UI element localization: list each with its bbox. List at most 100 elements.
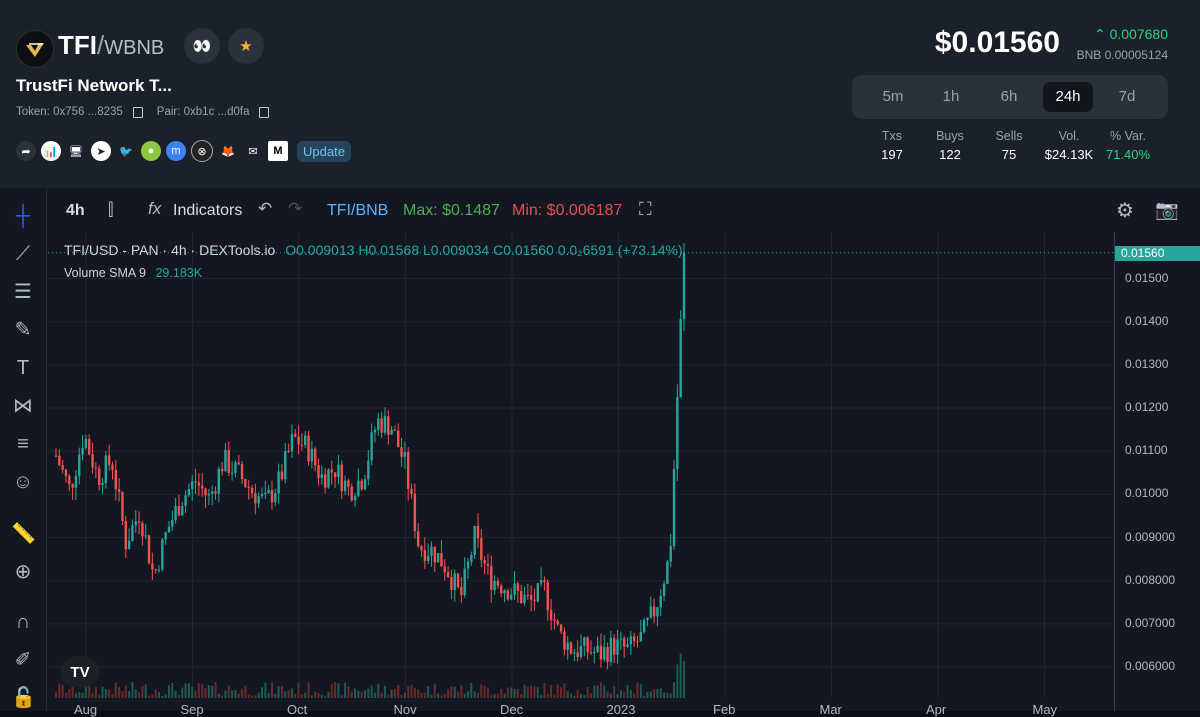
candle-body <box>589 652 593 654</box>
candle-body <box>416 531 420 547</box>
volume-bar <box>88 683 91 698</box>
timeframe-7d[interactable]: 7d <box>1118 88 1136 105</box>
volume-bar <box>251 695 254 698</box>
dapp-icon[interactable]: ⊗ <box>191 140 213 162</box>
zoom-icon[interactable]: ⊕ <box>14 561 32 583</box>
chart-legend: TFI/USD - PAN · 4h · DEXTools.io O0.0090… <box>64 242 683 258</box>
volume-bar <box>327 691 330 698</box>
redo-icon[interactable]: ↷ <box>288 199 303 218</box>
volume-bar <box>337 683 340 698</box>
volume-bar <box>586 687 589 698</box>
candle-body <box>433 546 436 563</box>
candle-body <box>649 606 652 618</box>
pattern-icon[interactable]: ⋈ <box>13 395 33 417</box>
coinmarketcap-icon[interactable]: m <box>166 141 186 161</box>
volume-bar <box>546 694 549 698</box>
magnet-icon[interactable]: ∩ <box>15 611 31 633</box>
volume-bar <box>151 693 154 698</box>
volume-bar <box>128 690 131 698</box>
settings-icon[interactable]: ⚙ <box>1116 200 1134 222</box>
volume-bar <box>55 692 57 698</box>
fx-icon[interactable]: fx <box>148 199 162 218</box>
share-icon[interactable]: ➦ <box>16 141 36 161</box>
volume-bar <box>284 691 287 698</box>
candle-body <box>559 624 563 632</box>
coingecko-icon[interactable]: ● <box>141 141 161 161</box>
volume-bar <box>673 682 676 698</box>
candle-body <box>490 565 493 590</box>
y-tick-label: 0.01000 <box>1125 486 1169 501</box>
website-icon[interactable]: 🖥 <box>69 145 83 158</box>
candle-body <box>586 637 589 653</box>
candle-type-icon[interactable]: ⫿ <box>108 200 114 219</box>
candle-body <box>576 652 579 657</box>
last-price-label: 0.01560 <box>1115 245 1200 261</box>
favorite-button[interactable]: ★ <box>228 28 264 64</box>
undo-icon[interactable]: ↶ <box>258 199 273 218</box>
volume-bar <box>290 688 293 698</box>
brush-icon[interactable]: ✎ <box>14 319 32 341</box>
volume-bar <box>217 693 220 698</box>
lock-drawing-icon[interactable]: ✐ <box>14 649 32 671</box>
indicators-button[interactable]: Indicators <box>173 202 243 219</box>
volume-bar <box>447 689 450 698</box>
text-icon[interactable]: T <box>16 357 30 379</box>
volume-bar <box>104 689 107 698</box>
timeframe-6h[interactable]: 6h <box>1000 88 1018 105</box>
volume-bar <box>370 685 373 698</box>
timeframe-24h[interactable]: 24h <box>1043 82 1093 112</box>
lock-icon[interactable]: 🔓 <box>11 687 36 709</box>
fullscreen-icon[interactable]: ⛶ <box>639 199 652 219</box>
chart-icon[interactable]: 📊 <box>41 141 61 161</box>
y-tick-label: 0.009000 <box>1125 529 1176 544</box>
timeframe-5m[interactable]: 5m <box>882 88 904 105</box>
metamask-icon[interactable]: 🦊 <box>221 145 235 158</box>
candle-body <box>277 471 280 494</box>
stat-sells: Sells 75 <box>995 129 1023 162</box>
candle-body <box>662 583 666 597</box>
candle-body <box>622 638 626 647</box>
candle-body <box>340 464 343 492</box>
medium-icon[interactable]: M <box>268 141 288 161</box>
trendline-icon[interactable]: ⟋ <box>16 243 30 265</box>
telegram-icon[interactable]: ➤ <box>91 141 111 161</box>
candle-body <box>659 596 662 608</box>
update-button[interactable]: Update <box>297 140 351 162</box>
emoji-icon[interactable]: ☺ <box>12 471 34 493</box>
camera-icon[interactable]: 📷 <box>1155 200 1179 221</box>
copy-token-icon[interactable] <box>132 106 143 118</box>
candle-body <box>636 641 639 643</box>
volume-bar <box>516 688 519 698</box>
candle-body <box>443 566 446 573</box>
binoculars-button[interactable]: 👀 <box>184 28 220 64</box>
candle-body <box>357 480 360 496</box>
twitter-icon[interactable]: 🐦 <box>119 145 133 158</box>
candle-body <box>446 572 450 578</box>
candle-body <box>81 447 84 455</box>
volume-bar <box>221 695 224 698</box>
candle-body <box>61 465 64 470</box>
candle-body <box>436 553 440 563</box>
copy-pair-icon[interactable] <box>259 106 270 118</box>
crosshair-icon[interactable]: ┼ <box>15 205 31 227</box>
interval-button[interactable]: 4h <box>66 202 85 219</box>
candle-body <box>523 595 526 604</box>
candle-body <box>646 617 649 621</box>
prediction-icon[interactable]: ≡ <box>17 433 29 455</box>
candle-body <box>503 590 506 594</box>
candle-body <box>373 429 377 433</box>
fib-icon[interactable]: ☰ <box>14 281 32 303</box>
volume-bar <box>427 685 430 698</box>
volume-bar <box>639 684 642 698</box>
volume-bar <box>616 694 619 698</box>
price-axis[interactable]: 0.01560 0.01500 0.01400 0.01300 0.01200 0.01… <box>1114 232 1200 711</box>
ruler-icon[interactable]: 📏 <box>11 523 36 545</box>
volume-bar <box>360 691 363 698</box>
price-chart[interactable] <box>48 232 1114 698</box>
current-price: $0.01560 <box>934 26 1060 59</box>
timeframe-1h[interactable]: 1h <box>942 88 960 105</box>
email-icon[interactable]: ✉ <box>248 145 258 158</box>
volume-bar <box>609 693 612 698</box>
quote-symbol: WBNB <box>104 37 165 59</box>
pair-toggle[interactable]: TFI/BNB <box>327 202 389 219</box>
